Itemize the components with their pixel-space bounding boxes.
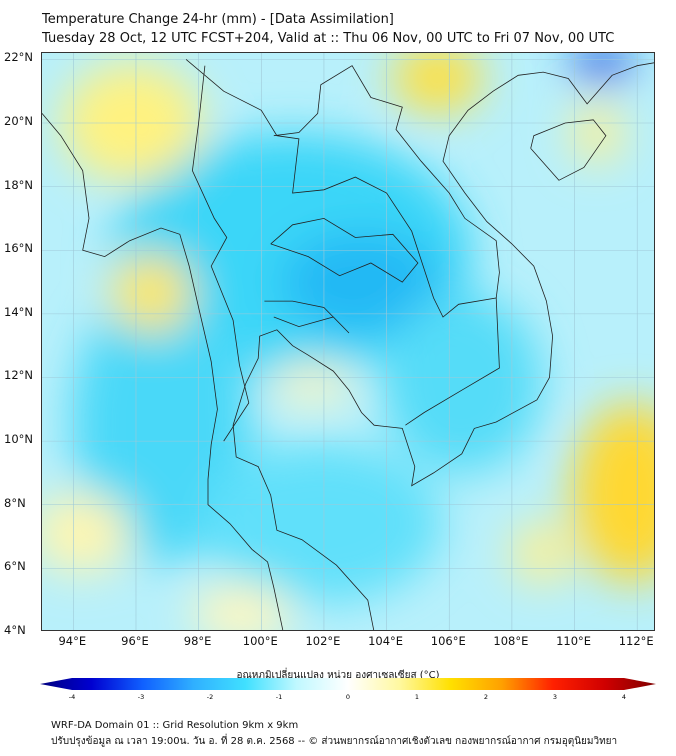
longitude-label: 104°E — [368, 634, 404, 648]
colorbar-tick-label: -2 — [207, 693, 213, 701]
longitude-label: 100°E — [242, 634, 278, 648]
colorbar-tick-label: 4 — [622, 693, 626, 701]
colorbar-tick-label: 0 — [346, 693, 350, 701]
latitude-label: 22°N — [4, 50, 33, 65]
latitude-label: 18°N — [4, 177, 33, 192]
coastlines — [42, 59, 654, 630]
latitude-label: 6°N — [4, 559, 26, 574]
latitude-label: 14°N — [4, 304, 33, 319]
colorbar-tick-label: -3 — [138, 693, 144, 701]
longitude-label: 110°E — [556, 634, 592, 648]
longitude-label: 98°E — [183, 634, 212, 648]
colorbar-tick-label: 1 — [415, 693, 419, 701]
latitude-label: 10°N — [4, 432, 33, 447]
boundary-line — [270, 217, 419, 283]
graticule — [42, 53, 654, 630]
colorbar-gradient — [40, 678, 656, 690]
latitude-label: 4°N — [4, 623, 26, 637]
colorbar-tick-label: 2 — [484, 693, 488, 701]
footer-credits: ปรับปรุงข้อมูล ณ เวลา 19:00น. วัน อ. ที่… — [51, 736, 618, 747]
boundary-line — [273, 65, 500, 299]
longitude-label: 94°E — [58, 634, 87, 648]
longitude-label: 112°E — [618, 634, 654, 648]
latitude-label: 16°N — [4, 241, 33, 256]
colorbar-tick-label: -1 — [276, 693, 282, 701]
temperature-change-map — [41, 52, 655, 631]
boundary-line — [191, 65, 250, 442]
colorbar-tick-label: 3 — [553, 693, 557, 701]
longitude-label: 96°E — [121, 634, 149, 648]
map-title: Temperature Change 24-hr (mm) - [Data As… — [42, 12, 394, 27]
colorbar-tick-label: -4 — [69, 693, 75, 701]
footer-model-info: WRF-DA Domain 01 :: Grid Resolution 9km … — [51, 720, 299, 731]
boundary-line — [185, 59, 500, 426]
colorbar: -4 -3 -2 -1 0 1 2 3 4 — [40, 678, 656, 701]
longitude-label: 102°E — [305, 634, 341, 648]
longitude-label: 108°E — [493, 634, 529, 648]
boundary-line — [42, 113, 284, 630]
latitude-label: 20°N — [4, 113, 33, 128]
map-subtitle: Tuesday 28 Oct, 12 UTC FCST+204, Valid a… — [42, 31, 615, 46]
boundary-line — [264, 300, 350, 334]
boundary-line — [530, 119, 607, 181]
temperature-field — [42, 53, 654, 630]
boundary-line — [232, 62, 654, 630]
longitude-label: 106°E — [430, 634, 466, 648]
map-canvas — [42, 53, 654, 630]
latitude-label: 8°N — [4, 495, 26, 510]
colorbar-title: อุณหภูมิเปลี่ยนแปลง หน่วย องศาเซลเซียส (… — [236, 670, 440, 681]
latitude-label: 12°N — [4, 368, 33, 383]
